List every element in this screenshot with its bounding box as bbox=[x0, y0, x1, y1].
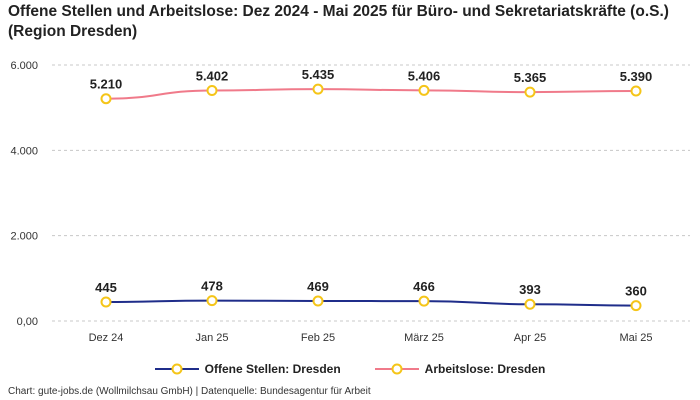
data-point bbox=[312, 295, 324, 307]
legend: Offene Stellen: Dresden Arbeitslose: Dre… bbox=[0, 362, 700, 376]
series-line bbox=[105, 299, 637, 307]
chart-title: Offene Stellen und Arbeitslose: Dez 2024… bbox=[8, 3, 669, 40]
data-point bbox=[206, 85, 218, 97]
data-point bbox=[418, 84, 430, 96]
y-tick-label: 2.000 bbox=[10, 231, 38, 243]
data-label: 393 bbox=[519, 282, 541, 297]
data-point bbox=[100, 296, 112, 308]
x-tick-label: Feb 25 bbox=[301, 332, 335, 344]
series-line bbox=[105, 88, 637, 100]
data-label: 5.390 bbox=[620, 69, 653, 84]
data-point bbox=[630, 300, 642, 312]
legend-label-open-positions: Offene Stellen: Dresden bbox=[204, 362, 341, 376]
x-tick-label: März 25 bbox=[404, 332, 444, 344]
y-tick-label: 0,00 bbox=[17, 316, 38, 328]
data-point bbox=[206, 295, 218, 307]
data-label: 445 bbox=[95, 280, 117, 295]
data-point bbox=[630, 85, 642, 97]
y-tick-label: 6.000 bbox=[10, 60, 38, 72]
x-tick-label: Jan 25 bbox=[195, 332, 228, 344]
data-point bbox=[312, 83, 324, 95]
data-label: 5.435 bbox=[302, 67, 335, 82]
y-tick-label: 4.000 bbox=[10, 145, 38, 157]
x-tick-label: Mai 25 bbox=[619, 332, 652, 344]
data-label: 466 bbox=[413, 279, 435, 294]
legend-label-unemployed: Arbeitslose: Dresden bbox=[424, 362, 546, 376]
legend-item-open-positions[interactable]: Offene Stellen: Dresden bbox=[154, 362, 341, 376]
data-point bbox=[418, 295, 430, 307]
data-label: 5.365 bbox=[514, 70, 547, 85]
data-point bbox=[524, 86, 536, 98]
data-point bbox=[524, 298, 536, 310]
legend-swatch-open-positions bbox=[154, 363, 199, 375]
x-tick-label: Apr 25 bbox=[514, 332, 546, 344]
data-label: 478 bbox=[201, 279, 223, 294]
data-label: 5.406 bbox=[408, 68, 441, 83]
data-label: 5.210 bbox=[90, 77, 123, 92]
source-footer: Chart: gute-jobs.de (Wollmilchsau GmbH) … bbox=[8, 386, 371, 397]
data-label: 360 bbox=[625, 284, 647, 299]
legend-swatch-unemployed bbox=[374, 363, 419, 375]
data-point bbox=[100, 93, 112, 105]
legend-item-unemployed[interactable]: Arbeitslose: Dresden bbox=[374, 362, 546, 376]
data-label: 5.402 bbox=[196, 69, 229, 84]
data-label: 469 bbox=[307, 279, 329, 294]
x-tick-label: Dez 24 bbox=[89, 332, 124, 344]
